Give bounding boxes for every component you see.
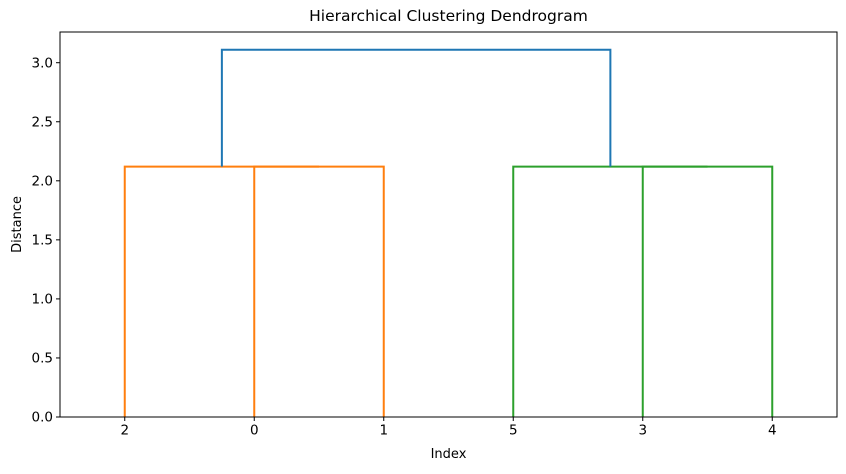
x-tick-label: 3 bbox=[638, 423, 647, 439]
x-tick-label: 5 bbox=[509, 423, 518, 439]
y-tick-label: 1.5 bbox=[32, 233, 53, 249]
x-tick-label: 0 bbox=[250, 423, 259, 439]
dendrogram-link-green bbox=[641, 165, 774, 417]
dendrogram-link-orange bbox=[253, 165, 385, 417]
y-axis-label: Distance bbox=[9, 196, 25, 253]
x-tick-label: 1 bbox=[379, 423, 388, 439]
y-axis-label-wrap: Distance bbox=[7, 32, 27, 417]
dendrogram-link-green bbox=[512, 165, 708, 417]
x-tick-label: 2 bbox=[120, 423, 129, 439]
y-tick-label: 0.0 bbox=[32, 410, 53, 426]
x-tick-label: 4 bbox=[768, 423, 777, 439]
y-tick-label: 2.0 bbox=[32, 174, 53, 190]
y-tick-label: 1.0 bbox=[32, 292, 53, 308]
x-axis-label: Index bbox=[430, 447, 467, 462]
y-tick-label: 2.5 bbox=[32, 114, 53, 130]
y-tick-label: 0.5 bbox=[32, 351, 53, 367]
plot-border bbox=[59, 31, 838, 418]
chart-title: Hierarchical Clustering Dendrogram bbox=[309, 7, 588, 25]
dendrogram-link-orange bbox=[123, 165, 319, 417]
y-tick-label: 3.0 bbox=[32, 55, 53, 71]
dendrogram-link-root bbox=[220, 48, 612, 167]
